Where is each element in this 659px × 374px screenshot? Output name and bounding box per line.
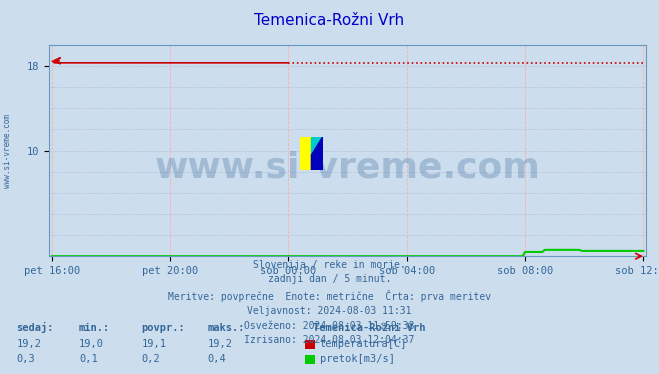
Text: www.si-vreme.com: www.si-vreme.com <box>155 150 540 184</box>
Text: 19,0: 19,0 <box>79 339 104 349</box>
Text: Temenica-Rožni Vrh: Temenica-Rožni Vrh <box>313 323 426 333</box>
Text: povpr.:: povpr.: <box>142 323 185 333</box>
Text: Slovenija / reke in morje.
zadnji dan / 5 minut.
Meritve: povprečne  Enote: metr: Slovenija / reke in morje. zadnji dan / … <box>168 260 491 345</box>
Text: 19,1: 19,1 <box>142 339 167 349</box>
Polygon shape <box>312 137 323 170</box>
Text: 0,3: 0,3 <box>16 354 35 364</box>
Text: sedaj:: sedaj: <box>16 322 54 333</box>
Polygon shape <box>312 137 323 155</box>
Text: 19,2: 19,2 <box>16 339 42 349</box>
Text: maks.:: maks.: <box>208 323 245 333</box>
Text: 19,2: 19,2 <box>208 339 233 349</box>
Text: min.:: min.: <box>79 323 110 333</box>
Text: www.si-vreme.com: www.si-vreme.com <box>3 114 13 187</box>
Text: pretok[m3/s]: pretok[m3/s] <box>320 354 395 364</box>
Text: 0,1: 0,1 <box>79 354 98 364</box>
Text: Temenica-Rožni Vrh: Temenica-Rožni Vrh <box>254 13 405 28</box>
Text: 0,4: 0,4 <box>208 354 226 364</box>
Text: temperatura[C]: temperatura[C] <box>320 339 407 349</box>
Polygon shape <box>300 137 312 170</box>
Text: 0,2: 0,2 <box>142 354 160 364</box>
